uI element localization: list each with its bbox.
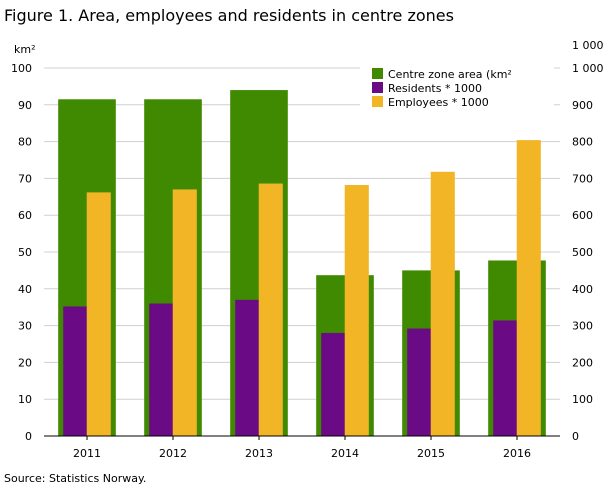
y-tick-label-left: 20 <box>18 356 32 369</box>
legend-label: Centre zone area (km² <box>388 68 512 81</box>
y-tick-label-right: 1 000 <box>572 62 604 75</box>
y-tick-label-left: 10 <box>18 393 32 406</box>
y-axis-label-left: km² <box>14 43 36 56</box>
y-tick-label-right: 800 <box>572 136 593 149</box>
y-tick-label-right: 100 <box>572 393 593 406</box>
y-tick-label-left: 80 <box>18 136 32 149</box>
y-tick-label-right: 700 <box>572 172 593 185</box>
legend-swatch <box>372 68 383 79</box>
y-axis-label-right: 1 000 <box>572 39 604 52</box>
bars <box>58 90 546 437</box>
y-tick-label-left: 40 <box>18 283 32 296</box>
chart-title: Figure 1. Area, employees and residents … <box>4 6 454 25</box>
gridlines <box>44 67 560 400</box>
bar-residents-2016 <box>493 320 518 436</box>
bar-employees-2013 <box>258 183 283 436</box>
legend-swatch <box>372 82 383 93</box>
bar-employees-2015 <box>430 171 455 436</box>
bar-residents-2013 <box>235 299 260 436</box>
y-tick-label-left: 60 <box>18 209 32 222</box>
legend-label: Employees * 1000 <box>388 96 489 109</box>
bar-residents-2015 <box>407 328 432 436</box>
x-tick-label: 2012 <box>159 447 187 460</box>
x-tick-label: 2014 <box>331 447 359 460</box>
y-tick-label-right: 600 <box>572 209 593 222</box>
bar-residents-2014 <box>321 332 346 436</box>
legend-swatch <box>372 96 383 107</box>
legend-box <box>360 62 554 112</box>
y-tick-label-right: 0 <box>572 430 579 443</box>
x-tick-label: 2015 <box>417 447 445 460</box>
legend-label: Residents * 1000 <box>388 82 482 95</box>
y-tick-label-left: 100 <box>11 62 32 75</box>
y-tick-label-left: 30 <box>18 320 32 333</box>
source-note: Source: Statistics Norway. <box>4 472 147 485</box>
x-tick-label: 2016 <box>503 447 531 460</box>
y-tick-label-left: 70 <box>18 172 32 185</box>
y-tick-label-right: 900 <box>572 99 593 112</box>
bar-residents-2012 <box>149 303 174 436</box>
bar-employees-2014 <box>344 185 369 436</box>
bar-employees-2011 <box>86 192 111 436</box>
bar-employees-2012 <box>172 189 197 436</box>
bar-residents-2011 <box>63 306 88 436</box>
y-tick-label-right: 300 <box>572 320 593 333</box>
y-tick-label-left: 90 <box>18 99 32 112</box>
x-tick-label: 2013 <box>245 447 273 460</box>
y-tick-label-left: 0 <box>25 430 32 443</box>
bar-employees-2016 <box>516 140 541 437</box>
y-tick-label-right: 500 <box>572 246 593 259</box>
x-tick-label: 2011 <box>73 447 101 460</box>
y-tick-label-left: 50 <box>18 246 32 259</box>
y-tick-label-right: 200 <box>572 356 593 369</box>
axes: 0 0 10 100 20 200 30 300 40 400 50 500 60 600 70 700 80 8… <box>11 39 604 460</box>
y-tick-label-right: 400 <box>572 283 593 296</box>
